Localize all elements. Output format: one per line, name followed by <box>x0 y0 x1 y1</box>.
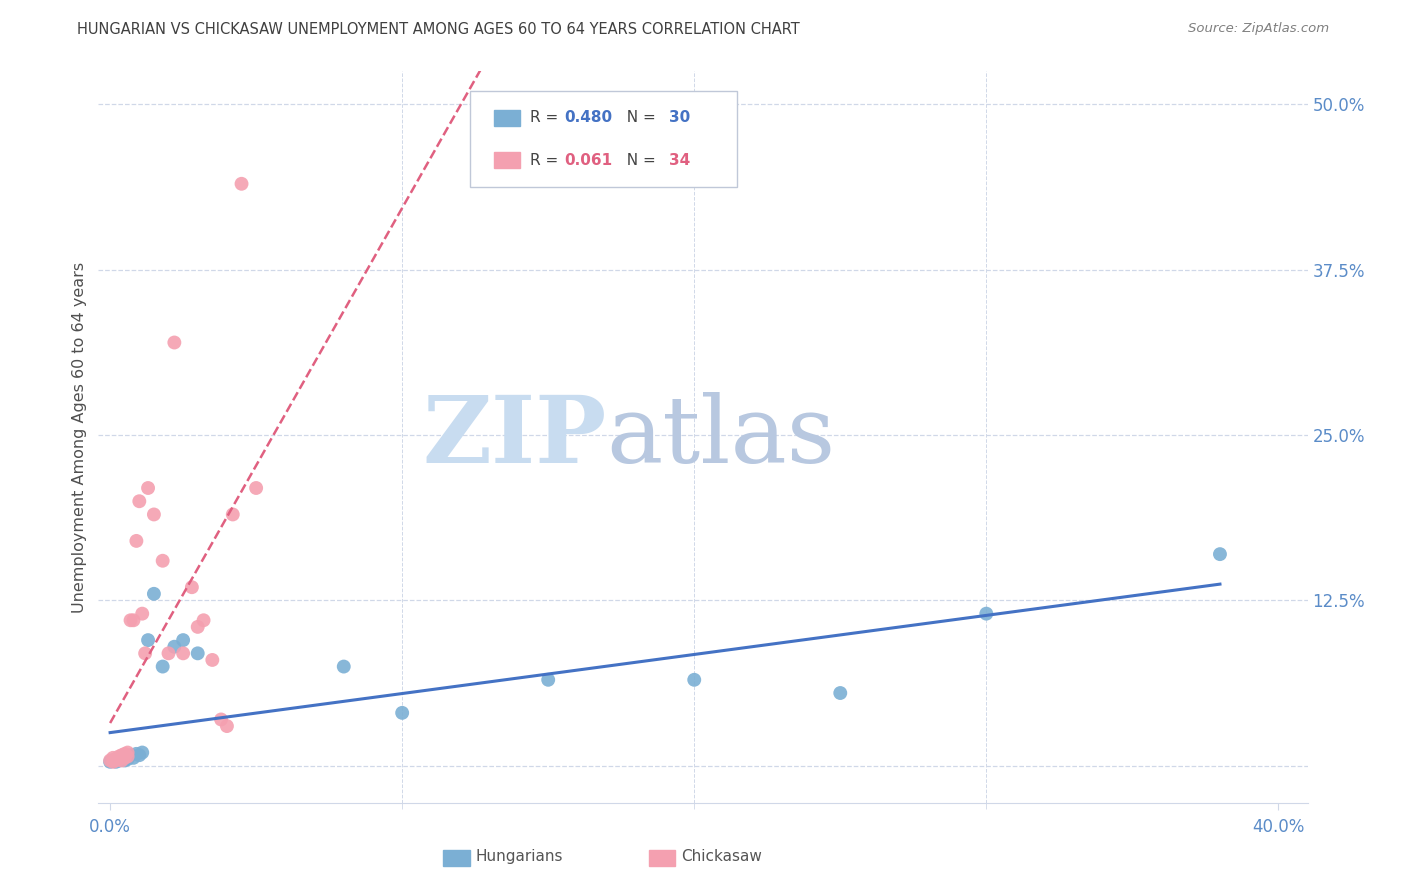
Text: atlas: atlas <box>606 392 835 482</box>
Text: N =: N = <box>617 153 661 168</box>
Point <box>117 746 139 760</box>
Point <box>101 755 124 769</box>
Bar <box>648 850 675 866</box>
Point <box>136 481 159 495</box>
Point <box>193 613 215 627</box>
Text: ZIP: ZIP <box>422 392 606 482</box>
Point <box>104 754 127 768</box>
Point <box>215 719 238 733</box>
Text: R =: R = <box>530 111 564 126</box>
Point <box>537 673 560 687</box>
Point <box>136 633 159 648</box>
Point <box>332 659 354 673</box>
Point <box>108 751 131 765</box>
Point <box>101 751 124 765</box>
FancyBboxPatch shape <box>470 91 737 187</box>
Text: 0.061: 0.061 <box>564 153 612 168</box>
Point <box>125 747 148 761</box>
Point <box>122 751 145 765</box>
Point <box>114 754 136 768</box>
Point <box>187 646 209 660</box>
Point <box>104 755 127 769</box>
Point <box>830 686 852 700</box>
Point <box>142 587 165 601</box>
Text: HUNGARIAN VS CHICKASAW UNEMPLOYMENT AMONG AGES 60 TO 64 YEARS CORRELATION CHART: HUNGARIAN VS CHICKASAW UNEMPLOYMENT AMON… <box>77 22 800 37</box>
Text: R =: R = <box>530 153 564 168</box>
Point <box>231 177 253 191</box>
Text: N =: N = <box>617 111 661 126</box>
Point <box>152 554 174 568</box>
Point <box>122 613 145 627</box>
Point <box>128 748 150 763</box>
Point <box>111 754 134 768</box>
Point <box>108 754 131 768</box>
Point <box>111 748 134 763</box>
Point <box>163 335 186 350</box>
Point <box>245 481 267 495</box>
Point <box>125 533 148 548</box>
Point <box>222 508 245 522</box>
Point <box>131 746 153 760</box>
Bar <box>494 152 520 168</box>
Point <box>172 633 194 648</box>
Point <box>117 749 139 764</box>
Point <box>98 754 121 768</box>
Text: 0.480: 0.480 <box>564 111 612 126</box>
Point <box>152 659 174 673</box>
Point <box>111 749 134 764</box>
Text: Chickasaw: Chickasaw <box>682 849 762 864</box>
Point <box>101 754 124 768</box>
Point <box>114 751 136 765</box>
Point <box>117 752 139 766</box>
Text: Hungarians: Hungarians <box>475 849 564 864</box>
Text: 30: 30 <box>669 111 690 126</box>
Point <box>163 640 186 654</box>
Point <box>131 607 153 621</box>
Bar <box>443 850 470 866</box>
Text: Source: ZipAtlas.com: Source: ZipAtlas.com <box>1188 22 1329 36</box>
Point <box>180 580 202 594</box>
Point <box>187 620 209 634</box>
Point <box>172 646 194 660</box>
Point <box>128 494 150 508</box>
Bar <box>494 110 520 126</box>
Point <box>683 673 706 687</box>
Point <box>201 653 224 667</box>
Point <box>391 706 413 720</box>
Point <box>104 752 127 766</box>
Point <box>104 752 127 766</box>
Point <box>157 646 180 660</box>
Point <box>111 752 134 766</box>
Point <box>108 749 131 764</box>
Text: 34: 34 <box>669 153 690 168</box>
Point <box>114 747 136 761</box>
Point <box>142 508 165 522</box>
Point <box>134 646 156 660</box>
Y-axis label: Unemployment Among Ages 60 to 64 years: Unemployment Among Ages 60 to 64 years <box>72 261 87 613</box>
Point <box>114 751 136 765</box>
Point <box>120 748 142 763</box>
Point <box>974 607 997 621</box>
Point <box>108 752 131 766</box>
Point <box>117 749 139 764</box>
Point <box>1209 547 1232 561</box>
Point <box>209 713 232 727</box>
Point <box>98 755 121 769</box>
Point <box>120 613 142 627</box>
